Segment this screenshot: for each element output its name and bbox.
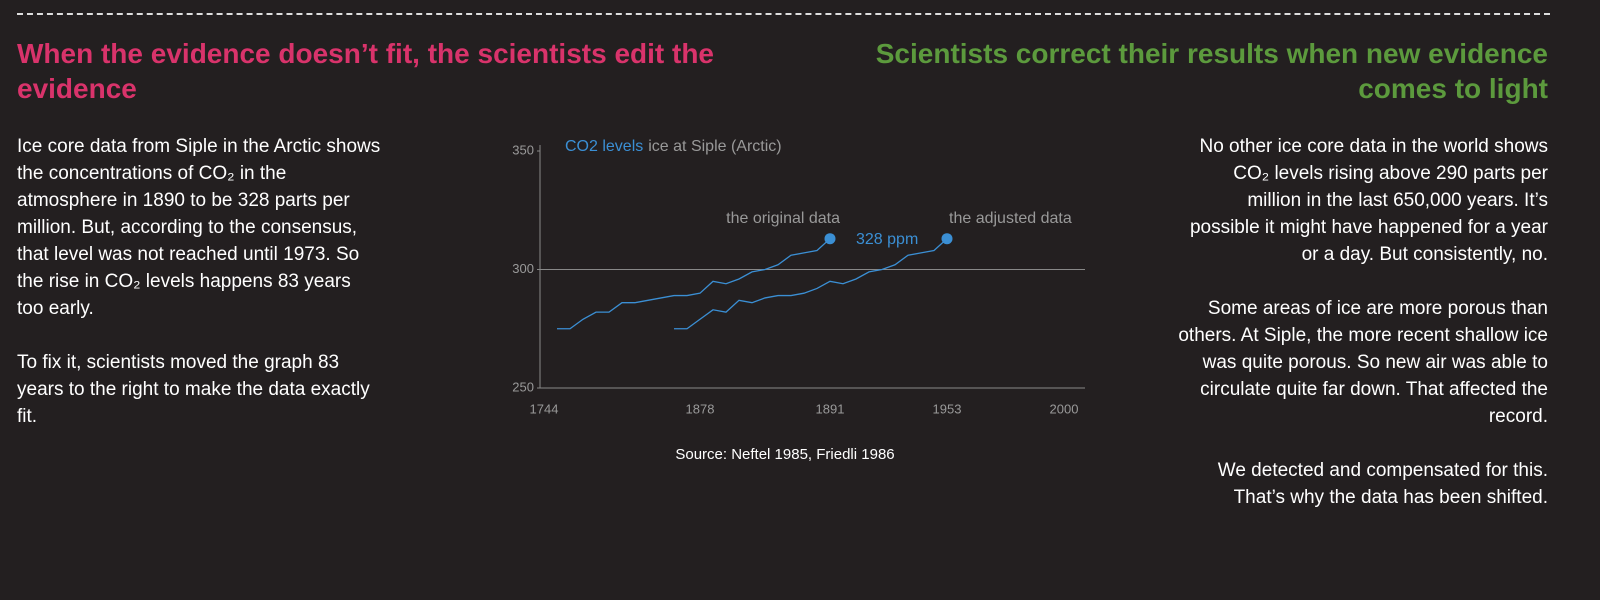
paragraph: Ice core data from Siple in the Arctic s… xyxy=(17,136,381,319)
x-tick-label: 1891 xyxy=(816,401,845,416)
x-tick-label: 1953 xyxy=(933,401,962,416)
x-tick-label: 1878 xyxy=(686,401,715,416)
left-text: Ice core data from Siple in the Arctic s… xyxy=(17,133,382,457)
paragraph: To fix it, scientists moved the graph 83… xyxy=(17,352,370,427)
paragraph: We detected and compensated for this. Th… xyxy=(1217,460,1548,508)
divider xyxy=(17,13,1550,15)
line xyxy=(557,238,831,330)
right-text: No other ice core data in the world show… xyxy=(1178,133,1548,538)
x-tick-label: 1744 xyxy=(530,401,559,416)
left-heading: When the evidence doesn’t fit, the scien… xyxy=(17,38,715,104)
line xyxy=(674,238,948,330)
paragraph: Some areas of ice are more porous than o… xyxy=(1178,298,1548,427)
annotation: 328 ppm xyxy=(856,231,918,248)
right-heading: Scientists correct their results when ne… xyxy=(875,38,1548,104)
y-tick-label: 300 xyxy=(512,261,534,276)
chart-title: CO2 levels xyxy=(565,138,643,155)
y-tick-label: 350 xyxy=(512,142,534,157)
end-point xyxy=(824,233,836,245)
x-tick-label: 2000 xyxy=(1050,401,1079,416)
series-label: the adjusted data xyxy=(949,210,1072,227)
chart-subtitle: ice at Siple (Arctic) xyxy=(648,138,781,155)
paragraph: No other ice core data in the world show… xyxy=(1189,136,1548,265)
y-tick-label: 250 xyxy=(512,379,534,394)
source: Source: Neftel 1985, Friedli 1986 xyxy=(675,446,894,463)
end-point xyxy=(941,233,953,245)
series-label: the original data xyxy=(726,210,840,227)
chart-title-group: CO2 levels ice at Siple (Arctic) xyxy=(565,138,782,155)
